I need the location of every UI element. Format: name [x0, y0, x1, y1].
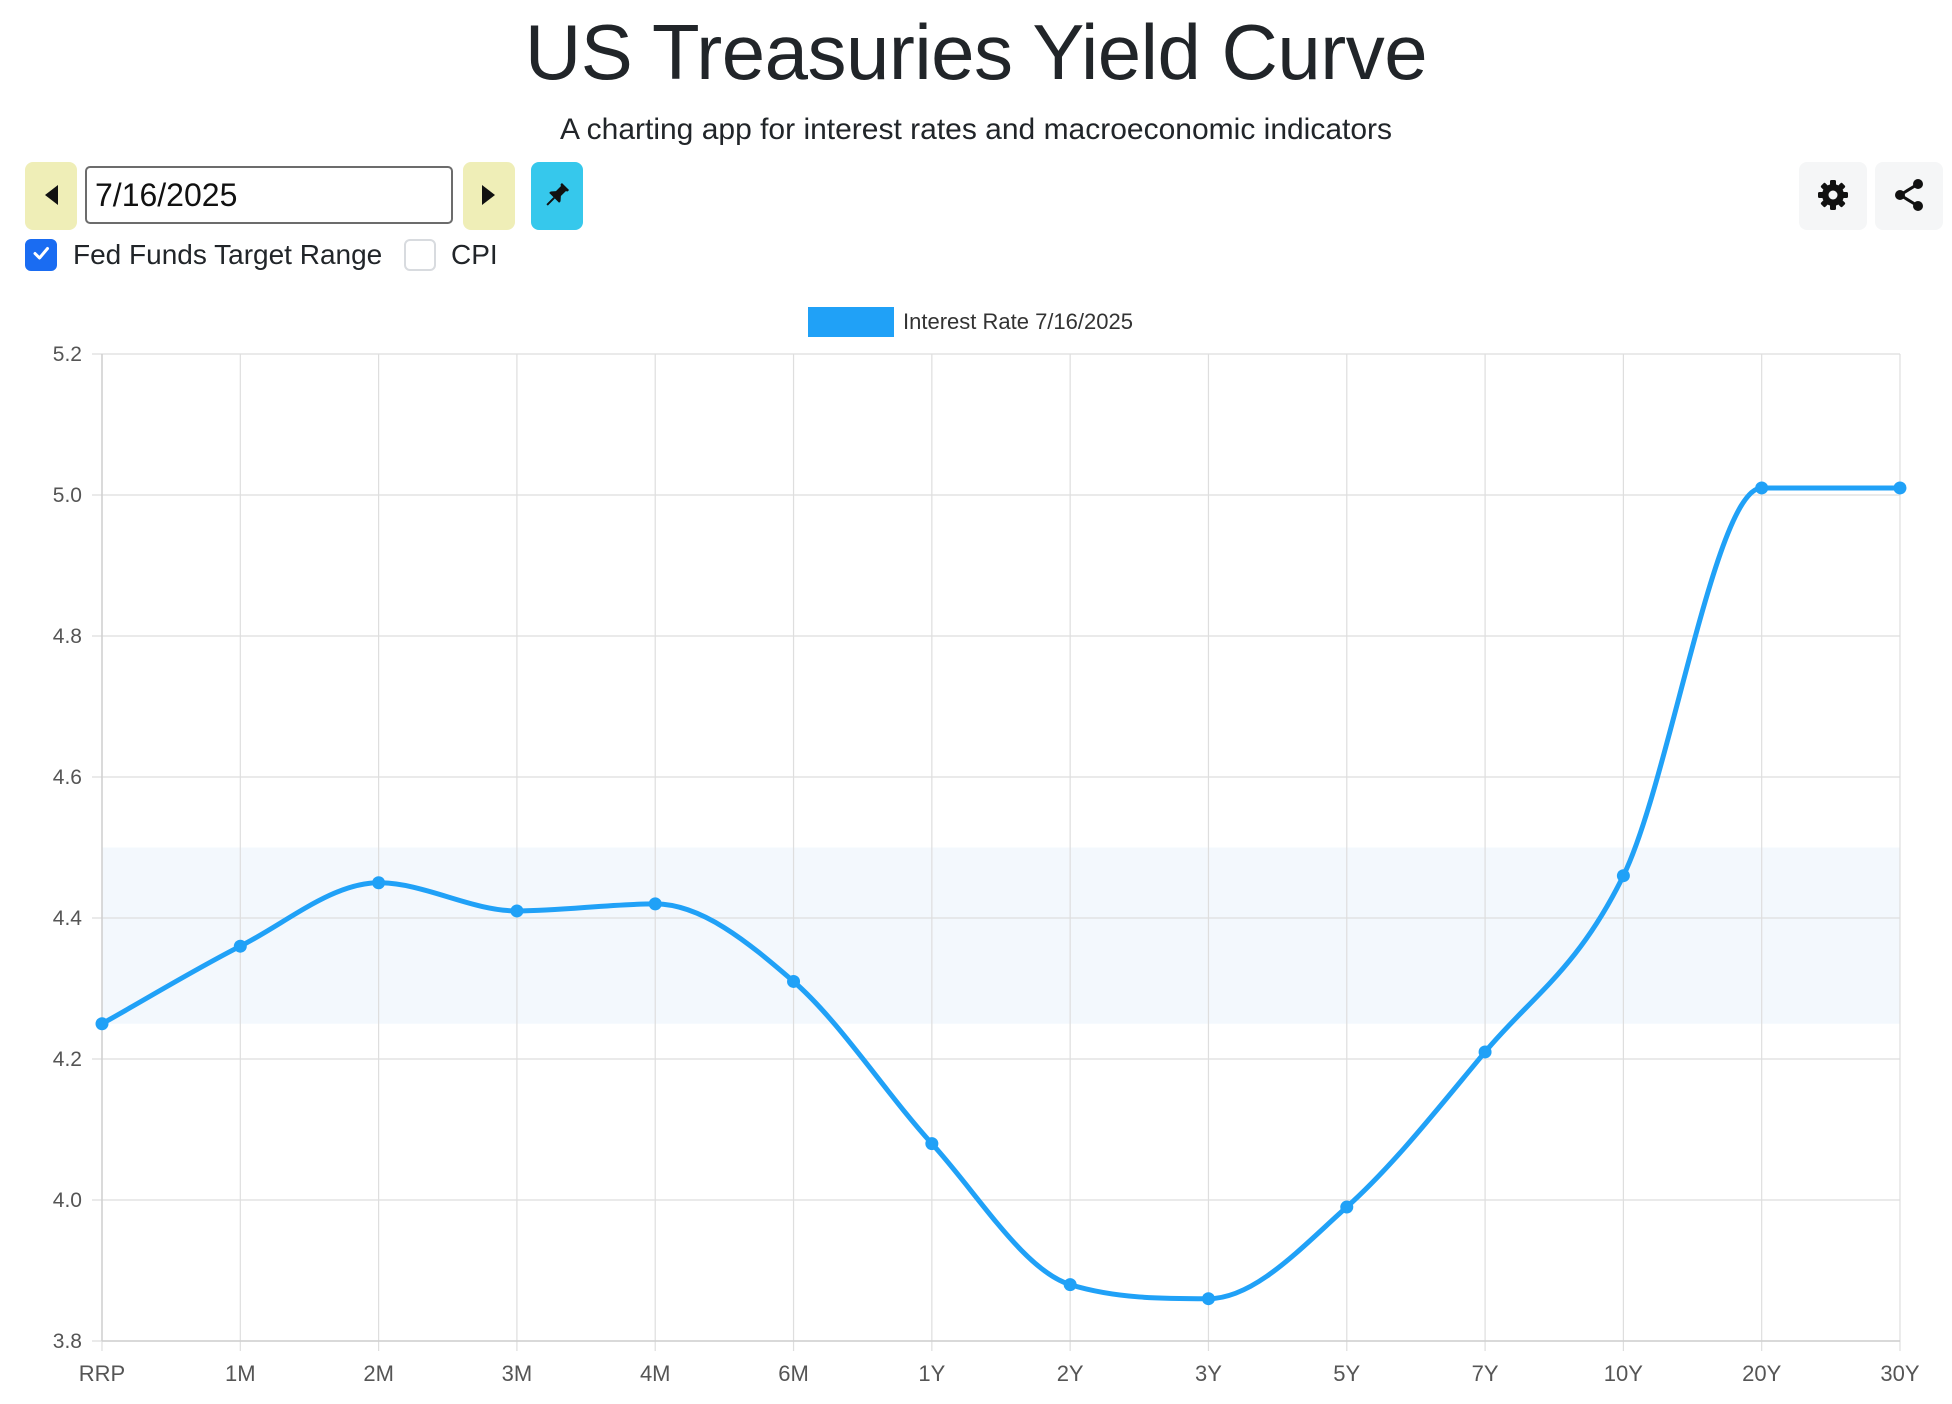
data-point	[372, 876, 386, 890]
y-tick-label: 4.6	[53, 766, 82, 789]
previous-date-button[interactable]	[25, 162, 77, 230]
x-tick-label: 30Y	[1880, 1361, 1919, 1386]
x-tick-label: RRP	[79, 1361, 125, 1386]
next-date-button[interactable]	[463, 162, 515, 230]
x-tick-label: 5Y	[1333, 1361, 1360, 1386]
share-button[interactable]	[1875, 162, 1943, 230]
data-point	[233, 939, 247, 953]
x-tick-label: 6M	[778, 1361, 809, 1386]
legend-swatch[interactable]	[808, 307, 894, 337]
page-title: US Treasuries Yield Curve	[524, 8, 1428, 96]
data-point	[787, 974, 801, 988]
y-tick-label: 3.8	[53, 1330, 82, 1353]
x-tick-label: 3M	[502, 1361, 533, 1386]
x-tick-label: 2M	[363, 1361, 394, 1386]
share-icon	[1891, 177, 1927, 216]
y-tick-label: 4.4	[53, 907, 83, 930]
y-tick-label: 5.0	[53, 484, 82, 507]
page-subtitle: A charting app for interest rates and ma…	[559, 113, 1393, 146]
x-tick-label: 7Y	[1472, 1361, 1499, 1386]
x-tick-label: 1M	[225, 1361, 256, 1386]
y-tick-label: 4.2	[53, 1048, 82, 1071]
data-point	[1616, 869, 1630, 883]
data-point	[1063, 1278, 1077, 1292]
x-tick-label: 1Y	[918, 1361, 945, 1386]
data-point	[1201, 1292, 1215, 1306]
data-point	[1340, 1200, 1354, 1214]
pin-icon	[542, 180, 572, 213]
fed-funds-label[interactable]: Fed Funds Target Range	[73, 239, 383, 270]
x-tick-label: 2Y	[1057, 1361, 1084, 1386]
x-tick-label: 3Y	[1195, 1361, 1222, 1386]
checkmark-icon	[31, 243, 51, 268]
fed-funds-band	[102, 847, 1900, 1024]
legend-label[interactable]: Interest Rate 7/16/2025	[903, 309, 1133, 334]
data-point	[1478, 1045, 1492, 1059]
x-tick-label: 20Y	[1742, 1361, 1781, 1386]
data-point	[510, 904, 524, 918]
x-tick-label: 4M	[640, 1361, 671, 1386]
data-point	[1893, 481, 1907, 495]
x-tick-label: 10Y	[1604, 1361, 1643, 1386]
fed-funds-checkbox[interactable]	[25, 239, 57, 271]
caret-right-icon	[480, 183, 498, 210]
settings-button[interactable]	[1799, 162, 1867, 230]
y-tick-label: 4.8	[53, 625, 82, 648]
data-point	[648, 897, 662, 911]
cpi-label[interactable]: CPI	[451, 239, 498, 270]
series-line	[99, 485, 1903, 1302]
caret-left-icon	[42, 183, 60, 210]
data-point	[925, 1137, 939, 1151]
y-tick-label: 5.2	[53, 343, 82, 366]
date-input[interactable]	[85, 166, 453, 224]
data-point	[95, 1017, 109, 1031]
gear-icon	[1816, 178, 1850, 215]
data-point	[1755, 481, 1769, 495]
cpi-checkbox[interactable]	[404, 239, 436, 271]
y-tick-label: 4.0	[53, 1189, 82, 1212]
pin-button[interactable]	[531, 162, 583, 230]
